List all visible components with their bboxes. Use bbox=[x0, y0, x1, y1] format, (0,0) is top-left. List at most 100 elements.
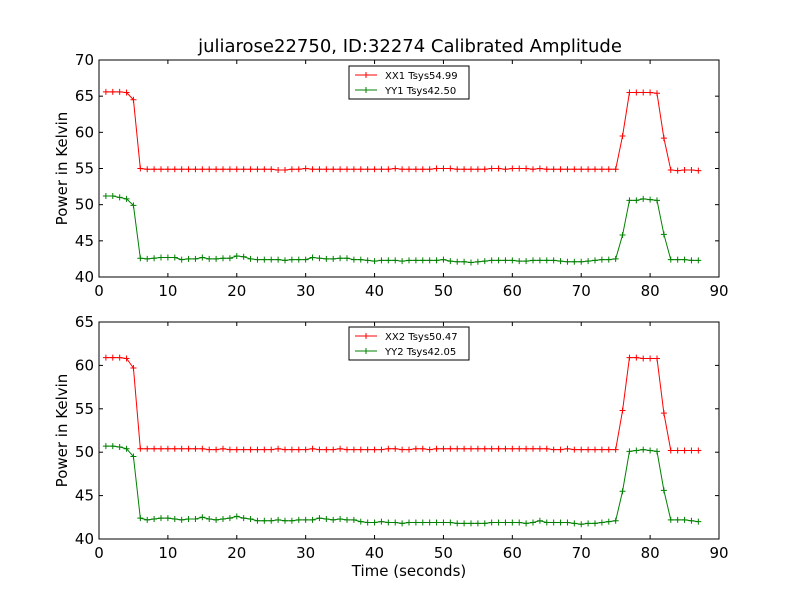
x-tick-label: 60 bbox=[503, 544, 522, 562]
data-point bbox=[502, 519, 509, 526]
data-point bbox=[282, 257, 288, 264]
x-tick-label: 30 bbox=[296, 544, 315, 562]
data-point bbox=[419, 166, 426, 173]
data-point bbox=[495, 165, 502, 172]
data-point bbox=[330, 255, 337, 262]
data-point bbox=[495, 257, 502, 264]
data-point bbox=[164, 445, 171, 452]
data-point bbox=[667, 447, 674, 454]
data-point bbox=[316, 446, 323, 453]
data-point bbox=[447, 258, 454, 265]
data-point bbox=[440, 256, 447, 263]
data-point bbox=[385, 519, 392, 526]
y-tick-label: 60 bbox=[75, 356, 94, 374]
data-point bbox=[626, 354, 633, 361]
data-point bbox=[344, 255, 350, 262]
data-point bbox=[543, 519, 550, 526]
data-point bbox=[660, 487, 667, 494]
data-point bbox=[598, 256, 605, 263]
data-point bbox=[578, 446, 585, 453]
data-point bbox=[151, 445, 158, 452]
y-tick-label: 55 bbox=[75, 400, 94, 418]
data-point bbox=[199, 514, 206, 521]
data-point bbox=[481, 166, 488, 173]
data-point bbox=[502, 257, 509, 264]
data-point bbox=[564, 445, 571, 452]
data-point bbox=[185, 255, 192, 262]
data-point bbox=[592, 520, 598, 527]
data-point bbox=[419, 519, 426, 526]
data-point bbox=[468, 166, 474, 173]
data-point bbox=[206, 516, 213, 523]
data-point bbox=[344, 166, 350, 173]
data-point bbox=[178, 166, 185, 173]
data-point bbox=[509, 519, 516, 526]
data-point bbox=[592, 257, 598, 264]
data-point bbox=[426, 166, 433, 173]
data-point bbox=[261, 166, 268, 173]
data-point bbox=[144, 445, 151, 452]
data-point bbox=[102, 354, 109, 361]
legend-marker bbox=[363, 72, 369, 78]
data-point bbox=[337, 445, 344, 452]
data-point bbox=[605, 256, 612, 263]
data-point bbox=[116, 443, 123, 450]
data-point bbox=[164, 254, 171, 261]
data-point bbox=[536, 445, 543, 452]
data-point bbox=[660, 410, 667, 417]
data-point bbox=[688, 166, 695, 173]
data-point bbox=[247, 446, 254, 453]
data-point bbox=[364, 519, 371, 526]
data-point bbox=[571, 446, 578, 453]
data-point bbox=[550, 257, 557, 264]
data-point bbox=[309, 516, 316, 523]
data-point bbox=[488, 519, 495, 526]
data-point bbox=[337, 166, 344, 173]
legend-entry: XX2 Tsys50.47 bbox=[385, 332, 458, 343]
data-point bbox=[295, 256, 302, 263]
data-point bbox=[220, 516, 226, 523]
data-point bbox=[316, 166, 323, 173]
x-tick-label: 10 bbox=[158, 544, 177, 562]
data-point bbox=[468, 445, 474, 452]
data-point bbox=[605, 166, 612, 173]
data-point bbox=[640, 355, 647, 362]
data-point bbox=[516, 519, 523, 526]
data-point bbox=[619, 488, 626, 495]
data-point bbox=[206, 166, 213, 173]
data-point bbox=[495, 445, 502, 452]
data-point bbox=[406, 446, 412, 453]
data-point bbox=[392, 519, 399, 526]
data-point bbox=[123, 195, 130, 202]
data-point bbox=[406, 257, 412, 264]
legend-marker bbox=[363, 348, 369, 354]
data-point bbox=[220, 445, 226, 452]
data-point bbox=[330, 446, 337, 453]
data-point bbox=[240, 166, 247, 173]
data-point bbox=[557, 446, 564, 453]
data-point bbox=[695, 257, 702, 264]
data-point bbox=[605, 446, 612, 453]
data-point bbox=[268, 446, 275, 453]
legend-entry: YY2 Tsys42.05 bbox=[384, 347, 456, 358]
legend-box bbox=[348, 326, 470, 361]
data-point bbox=[302, 516, 309, 523]
data-point bbox=[530, 445, 536, 452]
data-point bbox=[667, 256, 674, 263]
data-point bbox=[543, 257, 550, 264]
data-point bbox=[412, 166, 419, 173]
data-point bbox=[433, 257, 440, 264]
data-point bbox=[178, 256, 185, 263]
y-tick-label: 45 bbox=[75, 232, 94, 250]
data-point bbox=[481, 520, 488, 527]
data-point bbox=[654, 90, 660, 97]
data-point bbox=[612, 255, 619, 262]
data-point bbox=[350, 256, 357, 263]
data-point bbox=[282, 446, 288, 453]
data-point bbox=[268, 517, 275, 524]
data-point bbox=[144, 255, 151, 262]
data-point bbox=[433, 165, 440, 172]
data-point bbox=[288, 256, 295, 263]
data-point bbox=[654, 355, 660, 362]
